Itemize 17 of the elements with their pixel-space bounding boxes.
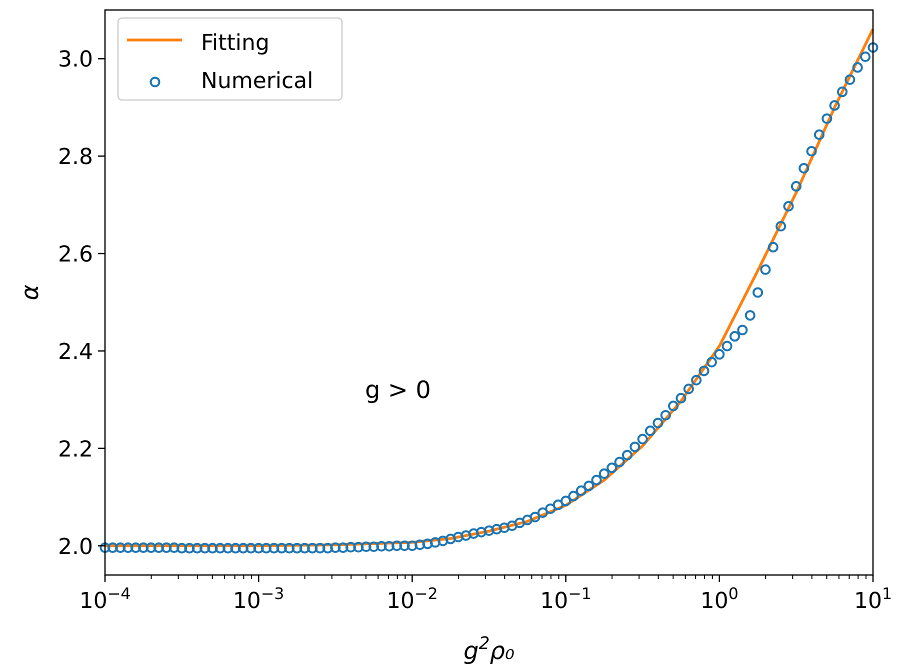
y-tick-label: 3.0 [58, 48, 93, 73]
annotation: g > 0 [365, 376, 431, 404]
x-tick-label: 10$^{−3}$ [232, 584, 284, 614]
x-tick-label: 10$^{−2}$ [386, 584, 438, 614]
y-tick-label: 2.4 [58, 340, 93, 365]
y-axis-title: α [16, 284, 44, 300]
y-tick-label: 2.8 [58, 145, 93, 170]
x-tick-label: 10$^{0}$ [700, 584, 738, 614]
legend-label: Fitting [201, 31, 270, 56]
x-tick-label: 10$^{1}$ [854, 584, 892, 614]
x-tick-label: 10$^{−4}$ [79, 584, 131, 614]
y-tick-label: 2.6 [58, 242, 93, 268]
x-axis-title: g$^{2}$ρ₀ [463, 634, 515, 665]
y-tick-label: 2.2 [58, 437, 93, 462]
y-tick-label: 2.0 [58, 534, 93, 560]
x-tick-label: 10$^{−1}$ [540, 584, 592, 614]
legend-label: Numerical [201, 69, 314, 94]
